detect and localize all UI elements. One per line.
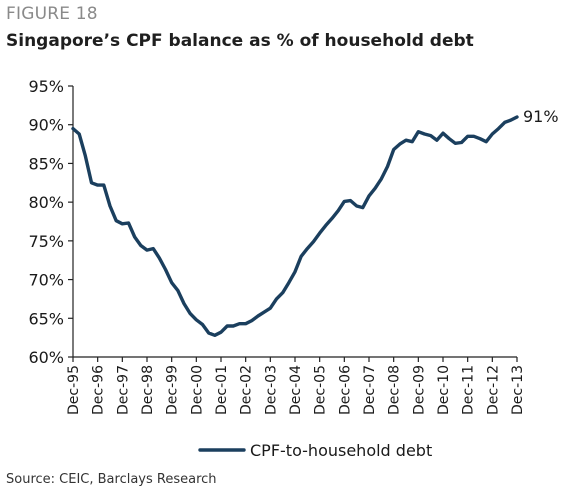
annotations: 91%	[523, 107, 559, 126]
y-tick-label: 70%	[28, 271, 64, 290]
x-tick-label: Dec-05	[313, 365, 329, 415]
x-tick-label: Dec-03	[263, 365, 279, 415]
source-note: Source: CEIC, Barclays Research	[6, 472, 217, 487]
x-tick-label: Dec-12	[485, 365, 501, 415]
x-tick-label: Dec-96	[91, 365, 107, 415]
y-axis: 60% 65% 70% 75% 80% 85% 90% 95%	[28, 77, 74, 367]
y-tick-label: 60%	[28, 348, 64, 367]
x-tick-label: Dec-99	[165, 365, 181, 415]
x-tick-label: Dec-10	[436, 365, 452, 415]
x-tick-label: Dec-01	[214, 365, 230, 415]
x-tick-label: Dec-00	[189, 365, 205, 415]
legend-label: CPF-to-household debt	[250, 441, 432, 460]
y-tick-label: 65%	[28, 309, 64, 328]
y-tick-label: 95%	[28, 77, 64, 96]
y-tick-label: 80%	[28, 193, 64, 212]
y-tick-label: 90%	[28, 116, 64, 135]
chart-title: Singapore’s CPF balance as % of househol…	[6, 31, 474, 51]
x-tick-label: Dec-11	[461, 365, 477, 415]
y-tick-label: 75%	[28, 232, 64, 251]
figure-label: FIGURE 18	[6, 4, 98, 24]
x-axis: Dec-95 Dec-96 Dec-97 Dec-98 Dec-99 Dec-00 Dec-…	[66, 356, 526, 415]
x-tick-label: Dec-02	[239, 365, 255, 415]
series-lines	[71, 115, 519, 337]
x-tick-label: Dec-13	[510, 365, 526, 415]
end-value-annotation: 91%	[523, 107, 559, 126]
x-tick-label: Dec-08	[387, 365, 403, 415]
legend: CPF-to-household debt	[198, 441, 432, 460]
x-tick-label: Dec-97	[115, 365, 131, 415]
x-tick-label: Dec-04	[288, 365, 304, 415]
x-tick-label: Dec-09	[411, 365, 427, 415]
x-tick-label: Dec-07	[362, 365, 378, 415]
x-tick-label: Dec-06	[337, 365, 353, 415]
y-tick-label: 85%	[28, 154, 64, 173]
x-tick-label: Dec-95	[66, 365, 82, 415]
series-line-cpf-to-household-debt	[71, 115, 519, 337]
x-tick-label: Dec-98	[140, 365, 156, 415]
